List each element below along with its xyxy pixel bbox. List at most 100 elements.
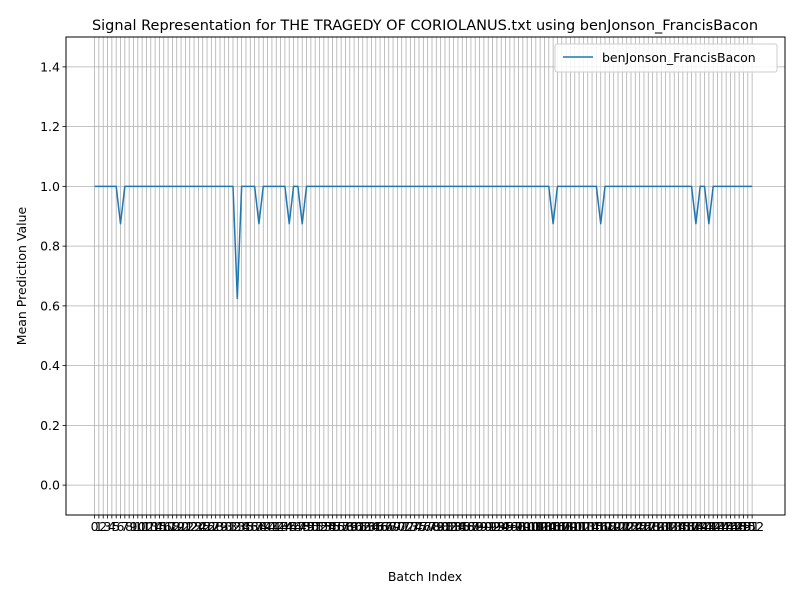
- x-tick-label: 23: [186, 519, 202, 534]
- x-tick-label: 30: [216, 519, 232, 534]
- x-tick-label: 43: [273, 519, 289, 534]
- x-tick-label: 122: [610, 519, 634, 534]
- x-tick-label: 15: [151, 519, 167, 534]
- x-tick-label: 101: [520, 519, 544, 534]
- x-tick-label: 65: [368, 519, 384, 534]
- x-tick-label: 48: [294, 519, 310, 534]
- x-tick-label: 98: [511, 519, 527, 534]
- x-tick-label: 105: [537, 519, 561, 534]
- x-tick-label: 104: [533, 519, 557, 534]
- x-tick-label: 99: [515, 519, 531, 534]
- x-tick-label: 130: [645, 519, 669, 534]
- x-tick-label: 42: [268, 519, 284, 534]
- y-tick-label: 0.2: [40, 418, 60, 433]
- x-tick-label: 33: [229, 519, 245, 534]
- x-tick-label: 72: [398, 519, 414, 534]
- x-tick-label: 124: [619, 519, 643, 534]
- x-tick-label: 63: [359, 519, 375, 534]
- x-tick-label: 132: [654, 519, 678, 534]
- x-tick-label: 141: [693, 519, 717, 534]
- x-tick-label: 106: [541, 519, 565, 534]
- x-tick-label: 138: [680, 519, 704, 534]
- x-tick-label: 27: [203, 519, 219, 534]
- x-tick-label: 119: [597, 519, 621, 534]
- x-tick-label: 152: [740, 519, 764, 534]
- x-tick-label: 18: [164, 519, 180, 534]
- x-tick-label: 102: [524, 519, 548, 534]
- x-tick-label: 28: [208, 519, 224, 534]
- x-tick-label: 139: [684, 519, 708, 534]
- x-tick-label: 144: [706, 519, 730, 534]
- x-tick-label: 68: [381, 519, 397, 534]
- x-tick-label: 82: [441, 519, 457, 534]
- x-tick-label: 37: [247, 519, 263, 534]
- x-tick-label: 55: [325, 519, 341, 534]
- x-tick-label: 108: [550, 519, 574, 534]
- x-tick-label: 146: [714, 519, 738, 534]
- x-tick-label: 38: [251, 519, 267, 534]
- x-tick-label: 131: [649, 519, 673, 534]
- x-tick-label: 118: [593, 519, 617, 534]
- series-layer: [94, 185, 753, 300]
- legend-label: benJonson_FrancisBacon: [602, 50, 756, 65]
- x-tick-label: 49: [299, 519, 315, 534]
- x-tick-label: 34: [234, 519, 250, 534]
- x-tick-label: 86: [459, 519, 475, 534]
- x-tick-label: 9: [130, 519, 138, 534]
- x-tick-label: 44: [277, 519, 293, 534]
- x-tick-label: 128: [636, 519, 660, 534]
- y-tick-label: 1.0: [40, 179, 60, 194]
- x-tick-label: 120: [602, 519, 626, 534]
- x-tick-label: 125: [623, 519, 647, 534]
- x-tick-label: 110: [558, 519, 582, 534]
- x-tick-label: 17: [160, 519, 176, 534]
- x-tick-label: 133: [658, 519, 682, 534]
- x-tick-label: 50: [303, 519, 319, 534]
- x-tick-label: 67: [376, 519, 392, 534]
- x-tick-label: 5: [112, 519, 120, 534]
- x-tick-label: 145: [710, 519, 734, 534]
- x-tick-label: 129: [641, 519, 665, 534]
- x-tick-label: 135: [667, 519, 691, 534]
- y-axis-ticks: 0.0 0.2 0.4 0.6 0.8 1.0 1.2 1.4: [40, 59, 66, 493]
- x-tick-label: 142: [697, 519, 721, 534]
- x-tick-label: 66: [372, 519, 388, 534]
- x-tick-label: 53: [316, 519, 332, 534]
- x-tick-label: 14: [147, 519, 163, 534]
- x-tick-label: 46: [286, 519, 302, 534]
- x-tick-label: 150: [732, 519, 756, 534]
- x-tick-label: 47: [290, 519, 306, 534]
- plot-frame: [65, 36, 786, 516]
- x-tick-label: 94: [493, 519, 509, 534]
- x-tick-label: 29: [212, 519, 228, 534]
- x-tick-label: 115: [580, 519, 604, 534]
- x-tick-label: 0: [91, 519, 99, 534]
- chart-title: Signal Representation for THE TRAGEDY OF…: [92, 18, 758, 34]
- x-tick-label: 148: [723, 519, 747, 534]
- x-tick-label: 77: [420, 519, 436, 534]
- x-tick-label: 93: [489, 519, 505, 534]
- x-tick-label: 40: [260, 519, 276, 534]
- y-axis-label: Mean Prediction Value: [14, 206, 29, 345]
- x-tick-label: 89: [472, 519, 488, 534]
- x-tick-label: 117: [589, 519, 613, 534]
- series-line: [94, 185, 753, 300]
- x-tick-label: 36: [242, 519, 258, 534]
- x-gridlines: [94, 37, 753, 515]
- x-tick-label: 91: [480, 519, 496, 534]
- x-tick-label: 95: [498, 519, 514, 534]
- x-tick-label: 147: [719, 519, 743, 534]
- x-tick-label: 60: [346, 519, 362, 534]
- x-tick-label: 22: [182, 519, 198, 534]
- x-axis-label: Batch Index: [388, 569, 462, 584]
- x-tick-label: 12: [139, 519, 155, 534]
- x-tick-label: 127: [632, 519, 656, 534]
- x-tick-label: 81: [437, 519, 453, 534]
- y-tick-label: 1.4: [40, 59, 60, 74]
- x-tick-label: 84: [450, 519, 466, 534]
- x-tick-label: 111: [563, 519, 587, 534]
- y-tick-label: 0.4: [40, 358, 60, 373]
